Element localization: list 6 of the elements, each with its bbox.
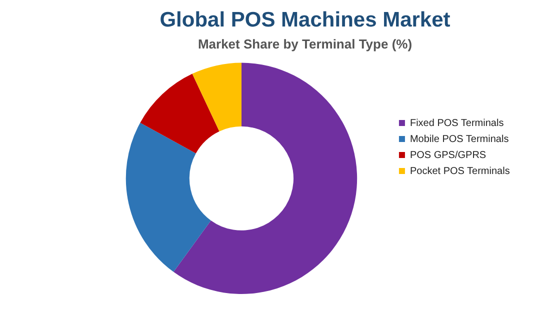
legend-label: Pocket POS Terminals bbox=[410, 166, 510, 177]
legend-label: POS GPS/GPRS bbox=[410, 150, 486, 161]
chart-subtitle: Market Share by Terminal Type (%) bbox=[198, 36, 412, 52]
legend-label: Fixed POS Terminals bbox=[410, 118, 504, 129]
chart-title: Global POS Machines Market bbox=[160, 8, 450, 32]
legend-label: Mobile POS Terminals bbox=[410, 134, 509, 145]
